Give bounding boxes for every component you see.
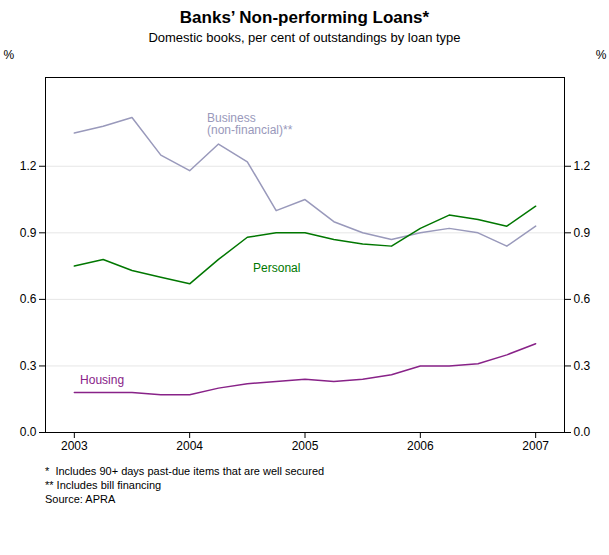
html-text:* Includes 90+ days past-due i: * Includes 90+ days past-due items that …	[45, 465, 325, 505]
svg-text:0.0: 0.0	[574, 425, 591, 439]
html-text:Domestic books, per cent of ou: Domestic books, per cent of outstandings…	[148, 30, 461, 45]
svg-text:0.3: 0.3	[574, 359, 591, 373]
svg-text:Business(non-financial)**: Business(non-financial)**	[207, 111, 293, 137]
svg-text:0.6: 0.6	[574, 292, 591, 306]
svg-text:0.0: 0.0	[20, 425, 37, 439]
svg-text:2006: 2006	[407, 439, 434, 453]
svg-text:%: %	[596, 48, 607, 62]
svg-text:Housing: Housing	[80, 373, 124, 387]
html-text:Banks’ Non-performing Loans*: Banks’ Non-performing Loans*	[179, 8, 430, 27]
svg-text:0.6: 0.6	[20, 292, 37, 306]
svg-text:%: %	[4, 48, 15, 62]
svg-text:0.9: 0.9	[20, 226, 37, 240]
svg-text:0.3: 0.3	[20, 359, 37, 373]
svg-text:0.9: 0.9	[574, 226, 591, 240]
svg-text:2003: 2003	[61, 439, 88, 453]
svg-text:1.2: 1.2	[574, 159, 591, 173]
svg-text:1.2: 1.2	[20, 159, 37, 173]
svg-text:2005: 2005	[292, 439, 319, 453]
svg-text:2007: 2007	[522, 439, 549, 453]
svg-text:Personal: Personal	[253, 261, 300, 275]
svg-text:2004: 2004	[176, 439, 203, 453]
